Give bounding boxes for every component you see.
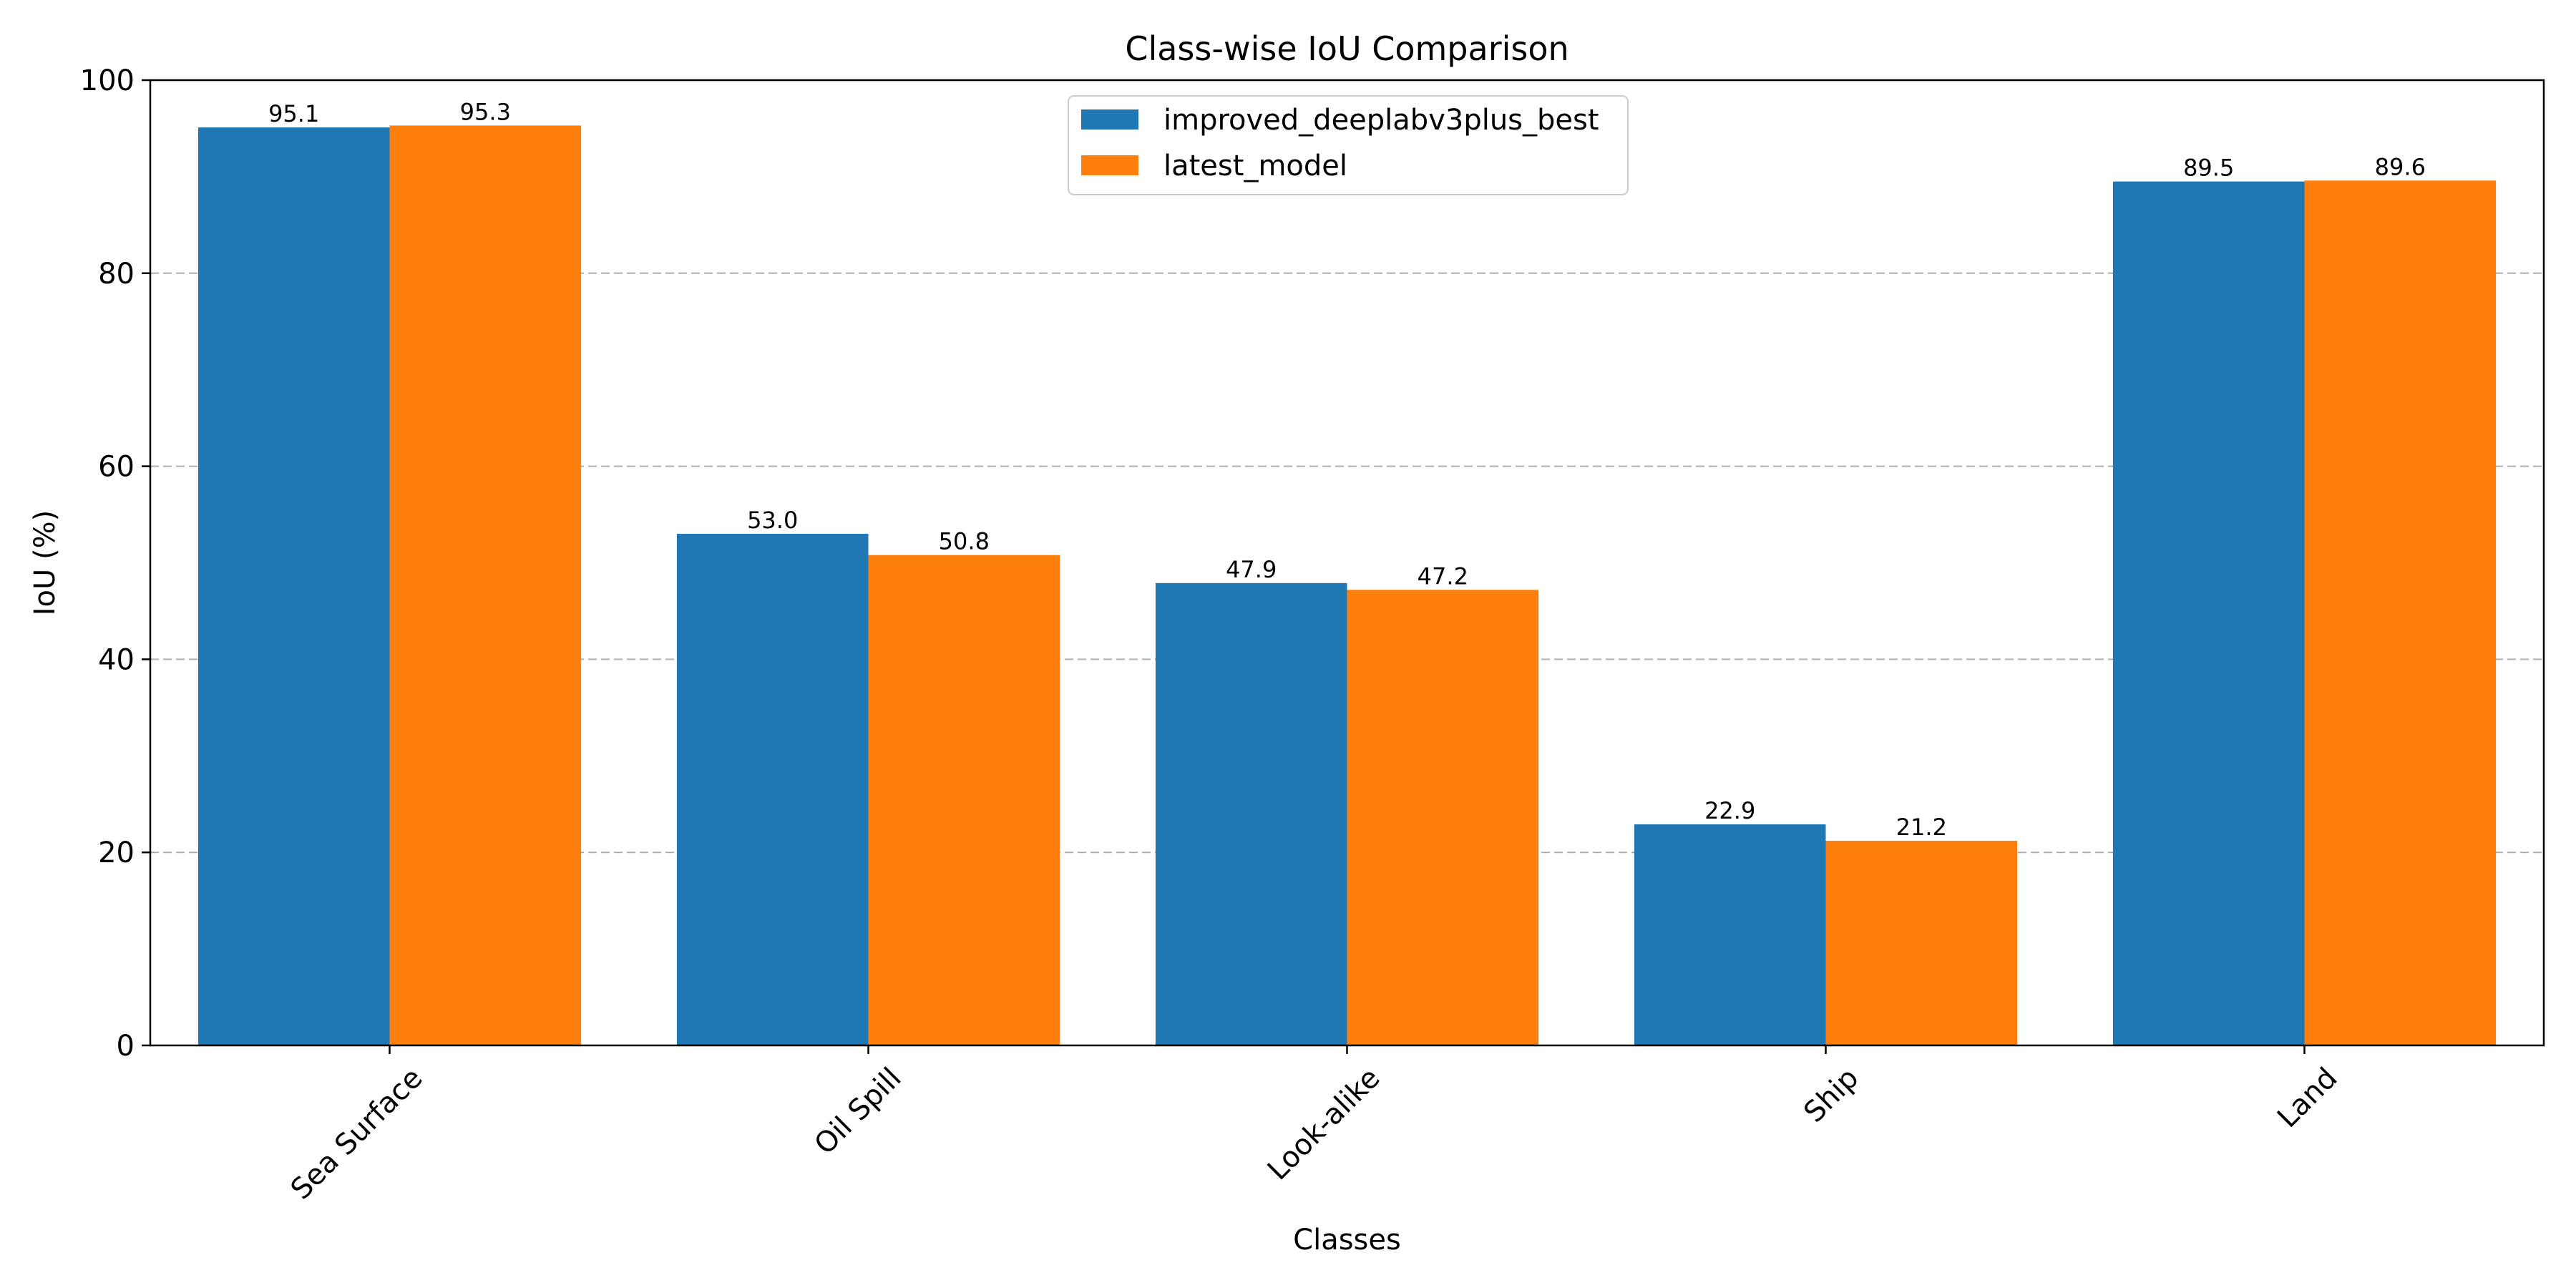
- legend-entry: latest_model: [1163, 150, 1347, 182]
- legend-entry: improved_deeplabv3plus_best: [1163, 104, 1599, 137]
- bar-value-label: 89.5: [2183, 155, 2234, 182]
- y-tick-label: 80: [98, 258, 135, 291]
- bar-value-label: 53.0: [747, 507, 798, 534]
- bar-value-label: 21.2: [1896, 814, 1947, 841]
- y-tick-label: 20: [98, 836, 135, 869]
- bar-value-labels: 95.1 53.0 47.9 22.9 89.5 95.3 50.8 47.2 21.2 89.6: [268, 98, 2426, 841]
- bar: [1634, 824, 1826, 1045]
- bar-value-label: 95.1: [268, 100, 319, 127]
- y-tick-label: 40: [98, 643, 135, 676]
- y-axis-ticks: 0 20 40 60 80 100: [80, 64, 150, 1063]
- bar: [197, 127, 390, 1046]
- bar: [2304, 180, 2497, 1045]
- bar-value-label: 22.9: [1704, 797, 1755, 824]
- bar: [868, 555, 1060, 1045]
- bar: [1347, 590, 1539, 1045]
- legend-swatch: [1081, 109, 1138, 130]
- bar: [2112, 181, 2305, 1045]
- y-tick-label: 100: [80, 64, 135, 97]
- legend: improved_deeplabv3plus_best latest_model: [1068, 95, 1629, 195]
- bar: [1155, 582, 1347, 1045]
- legend-swatch: [1081, 155, 1138, 175]
- bar: [676, 534, 869, 1045]
- chart-title: Class-wise IoU Comparison: [1125, 29, 1568, 68]
- bar-value-label: 89.6: [2375, 153, 2426, 180]
- bar-value-label: 47.9: [1226, 556, 1277, 583]
- bars: [197, 125, 2497, 1046]
- bar-value-label: 50.8: [939, 528, 990, 555]
- bar-value-label: 95.3: [460, 98, 511, 125]
- legend-box: [1068, 95, 1629, 195]
- y-axis-label: IoU (%): [29, 510, 62, 615]
- bar-value-label: 47.2: [1418, 562, 1468, 590]
- x-axis-label: Classes: [1293, 1224, 1401, 1257]
- bar: [389, 125, 582, 1046]
- y-tick-label: 60: [98, 451, 135, 484]
- bar: [1825, 841, 2018, 1045]
- y-tick-label: 0: [117, 1030, 135, 1063]
